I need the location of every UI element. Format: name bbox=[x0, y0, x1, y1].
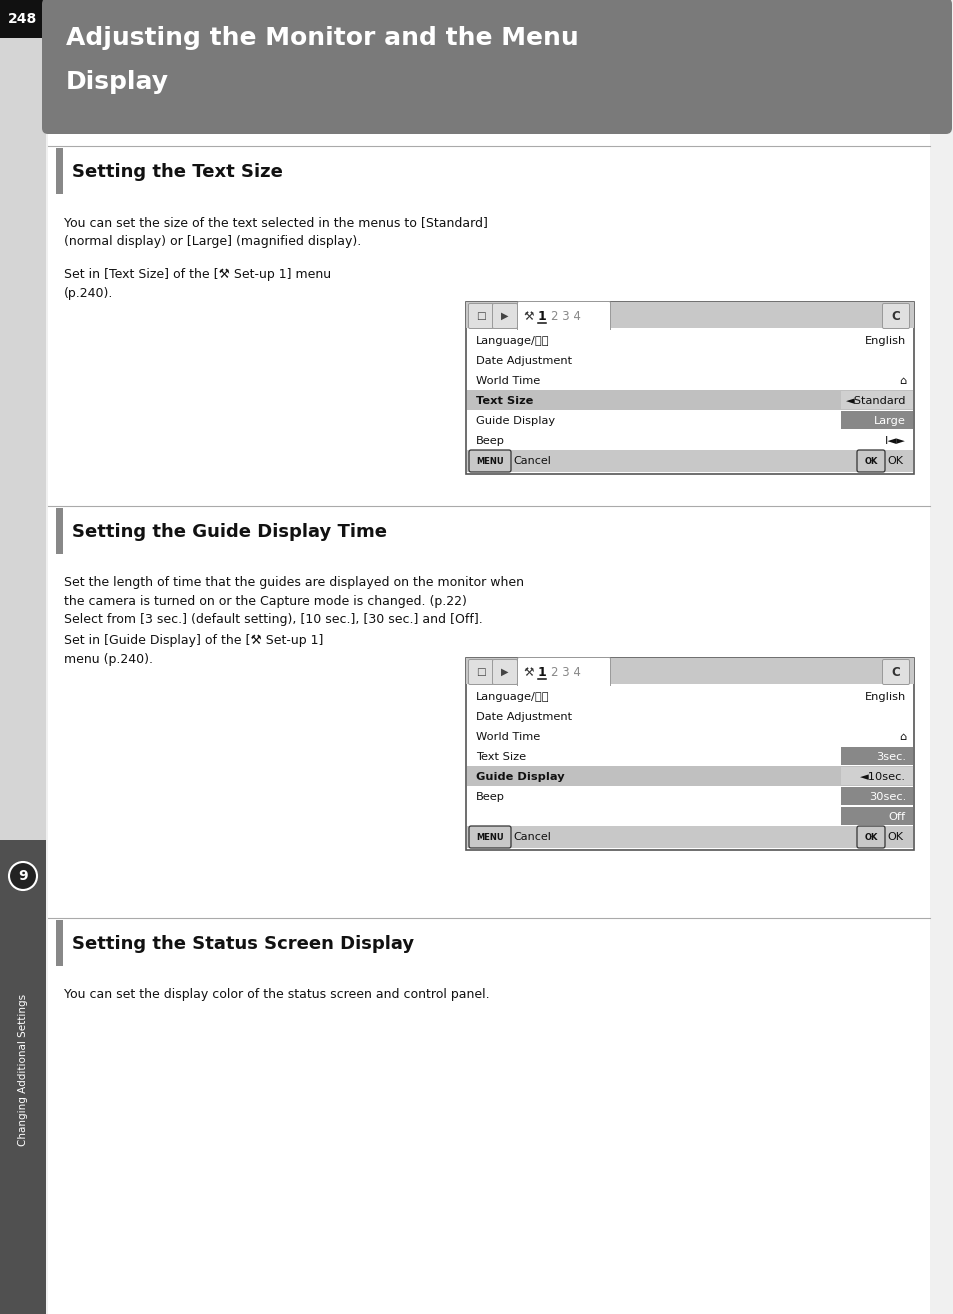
Text: ⌂: ⌂ bbox=[898, 732, 905, 741]
FancyBboxPatch shape bbox=[492, 660, 517, 685]
FancyBboxPatch shape bbox=[517, 301, 610, 332]
Bar bbox=[519, 681, 607, 685]
Text: ◄10sec.: ◄10sec. bbox=[859, 771, 905, 782]
Text: 1: 1 bbox=[537, 310, 546, 322]
Text: C: C bbox=[891, 310, 900, 322]
Text: Text Size: Text Size bbox=[476, 396, 533, 406]
Text: 30sec.: 30sec. bbox=[868, 791, 905, 802]
Bar bbox=[841, 807, 912, 825]
Text: 2 3 4: 2 3 4 bbox=[551, 665, 580, 678]
Text: You can set the size of the text selected in the menus to [Standard]
(normal dis: You can set the size of the text selecte… bbox=[64, 215, 487, 247]
Text: 248: 248 bbox=[9, 12, 37, 26]
Bar bbox=[467, 371, 912, 390]
Text: OK: OK bbox=[886, 833, 902, 842]
Bar bbox=[467, 410, 912, 430]
Bar bbox=[467, 827, 912, 848]
Text: ⚒: ⚒ bbox=[523, 665, 534, 678]
Bar bbox=[841, 767, 912, 784]
Text: You can set the display color of the status screen and control panel.: You can set the display color of the sta… bbox=[64, 988, 489, 1001]
Text: Off: Off bbox=[888, 812, 905, 821]
FancyBboxPatch shape bbox=[469, 449, 511, 472]
Text: 2 3 4: 2 3 4 bbox=[551, 310, 580, 322]
Text: 1: 1 bbox=[537, 665, 546, 678]
Text: MENU: MENU bbox=[476, 833, 503, 842]
Bar bbox=[56, 509, 63, 555]
Text: World Time: World Time bbox=[476, 732, 539, 741]
FancyBboxPatch shape bbox=[492, 304, 517, 328]
Text: Beep: Beep bbox=[476, 791, 504, 802]
FancyBboxPatch shape bbox=[882, 660, 908, 685]
Text: ▶: ▶ bbox=[500, 668, 508, 677]
Bar bbox=[48, 131, 929, 1314]
Text: Changing Additional Settings: Changing Additional Settings bbox=[18, 993, 28, 1146]
Text: ⚒: ⚒ bbox=[523, 310, 534, 322]
Text: OK: OK bbox=[886, 456, 902, 466]
Text: Setting the Guide Display Time: Setting the Guide Display Time bbox=[71, 523, 387, 541]
Bar bbox=[467, 350, 912, 371]
Bar bbox=[465, 302, 913, 328]
Bar bbox=[465, 302, 913, 474]
Bar bbox=[0, 0, 46, 38]
Bar bbox=[519, 325, 607, 328]
Text: C: C bbox=[891, 665, 900, 678]
Bar bbox=[841, 746, 912, 765]
Text: □: □ bbox=[476, 668, 485, 677]
Text: World Time: World Time bbox=[476, 376, 539, 385]
Bar bbox=[467, 430, 912, 449]
Text: OK: OK bbox=[863, 833, 877, 842]
FancyBboxPatch shape bbox=[469, 827, 511, 848]
Text: 9: 9 bbox=[18, 869, 28, 883]
Bar bbox=[56, 148, 63, 194]
Bar bbox=[467, 390, 912, 410]
Bar bbox=[467, 449, 912, 472]
Text: Language/言語: Language/言語 bbox=[476, 335, 549, 346]
Text: English: English bbox=[863, 691, 905, 702]
Bar bbox=[467, 746, 912, 766]
Bar bbox=[467, 786, 912, 805]
Text: Date Adjustment: Date Adjustment bbox=[476, 711, 572, 721]
FancyBboxPatch shape bbox=[856, 827, 884, 848]
Text: Adjusting the Monitor and the Menu: Adjusting the Monitor and the Menu bbox=[66, 26, 578, 50]
Bar bbox=[465, 658, 913, 685]
Text: □: □ bbox=[476, 311, 485, 321]
Bar bbox=[56, 920, 63, 966]
Bar bbox=[465, 658, 913, 850]
Text: Setting the Text Size: Setting the Text Size bbox=[71, 163, 283, 181]
Text: Set the length of time that the guides are displayed on the monitor when
the cam: Set the length of time that the guides a… bbox=[64, 576, 523, 625]
Text: ⌂: ⌂ bbox=[898, 376, 905, 385]
FancyBboxPatch shape bbox=[856, 449, 884, 472]
Text: English: English bbox=[863, 335, 905, 346]
Text: ◄Standard: ◄Standard bbox=[844, 396, 905, 406]
Bar bbox=[0, 0, 46, 1314]
Circle shape bbox=[9, 862, 37, 890]
Text: 3sec.: 3sec. bbox=[875, 752, 905, 762]
FancyBboxPatch shape bbox=[882, 304, 908, 328]
Bar bbox=[841, 392, 912, 409]
Text: Cancel: Cancel bbox=[513, 456, 550, 466]
Bar bbox=[467, 766, 912, 786]
Text: Cancel: Cancel bbox=[513, 833, 550, 842]
Text: Set in [Guide Display] of the [⚒ Set-up 1]
menu (p.240).: Set in [Guide Display] of the [⚒ Set-up … bbox=[64, 633, 323, 665]
FancyBboxPatch shape bbox=[42, 0, 951, 134]
FancyBboxPatch shape bbox=[468, 660, 493, 685]
Text: Beep: Beep bbox=[476, 435, 504, 445]
Text: Guide Display: Guide Display bbox=[476, 415, 555, 426]
FancyBboxPatch shape bbox=[517, 657, 610, 689]
Bar bbox=[467, 330, 912, 350]
Bar bbox=[841, 411, 912, 428]
Text: Large: Large bbox=[873, 415, 905, 426]
Bar bbox=[467, 805, 912, 827]
Text: Setting the Status Screen Display: Setting the Status Screen Display bbox=[71, 936, 414, 953]
Text: MENU: MENU bbox=[476, 457, 503, 466]
Text: Language/言語: Language/言語 bbox=[476, 691, 549, 702]
Text: Display: Display bbox=[66, 70, 169, 95]
Bar bbox=[467, 727, 912, 746]
Bar bbox=[467, 686, 912, 706]
FancyBboxPatch shape bbox=[468, 304, 493, 328]
Text: Text Size: Text Size bbox=[476, 752, 525, 762]
Text: I◄►: I◄► bbox=[884, 435, 905, 445]
Text: Set in [Text Size] of the [⚒ Set-up 1] menu
(p.240).: Set in [Text Size] of the [⚒ Set-up 1] m… bbox=[64, 268, 331, 300]
Text: Date Adjustment: Date Adjustment bbox=[476, 356, 572, 365]
Bar bbox=[841, 787, 912, 805]
Bar bbox=[467, 706, 912, 727]
